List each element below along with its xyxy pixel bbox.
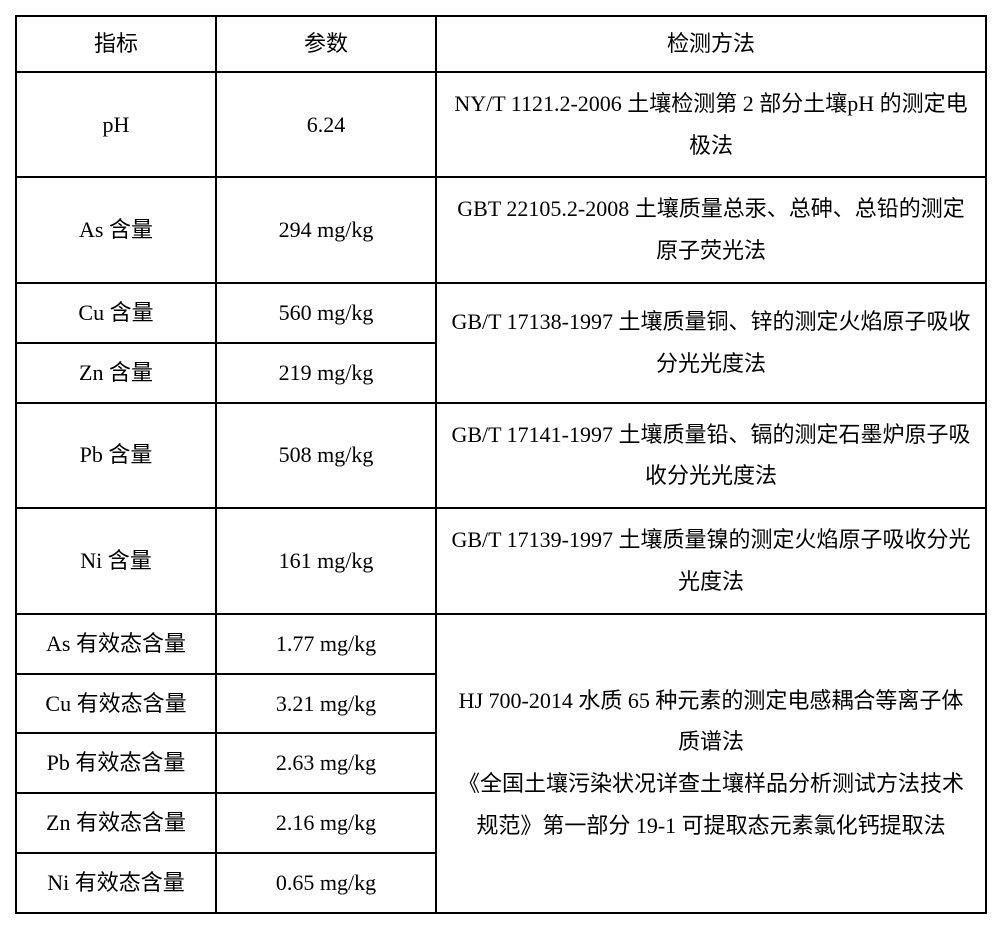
- cell-indicator: Cu 含量: [16, 283, 216, 343]
- cell-method: NY/T 1121.2-2006 土壤检测第 2 部分土壤pH 的测定电极法: [436, 72, 986, 178]
- cell-method: GB/T 17138-1997 土壤质量铜、锌的测定火焰原子吸收分光光度法: [436, 283, 986, 403]
- cell-indicator: Ni 含量: [16, 508, 216, 614]
- header-param: 参数: [216, 16, 436, 72]
- cell-param: 219 mg/kg: [216, 343, 436, 403]
- cell-param: 508 mg/kg: [216, 403, 436, 509]
- header-indicator: 指标: [16, 16, 216, 72]
- table-row: Cu 含量 560 mg/kg GB/T 17138-1997 土壤质量铜、锌的…: [16, 283, 986, 343]
- cell-indicator: As 有效态含量: [16, 614, 216, 674]
- table-header-row: 指标 参数 检测方法: [16, 16, 986, 72]
- table-row: Pb 含量 508 mg/kg GB/T 17141-1997 土壤质量铅、镉的…: [16, 403, 986, 509]
- soil-test-table: 指标 参数 检测方法 pH 6.24 NY/T 1121.2-2006 土壤检测…: [15, 15, 987, 914]
- table-row: Ni 含量 161 mg/kg GB/T 17139-1997 土壤质量镍的测定…: [16, 508, 986, 614]
- cell-indicator: Pb 含量: [16, 403, 216, 509]
- cell-param: 2.63 mg/kg: [216, 733, 436, 793]
- cell-method: GBT 22105.2-2008 土壤质量总汞、总砷、总铅的测定原子荧光法: [436, 177, 986, 283]
- cell-indicator: Ni 有效态含量: [16, 853, 216, 913]
- cell-indicator: Pb 有效态含量: [16, 733, 216, 793]
- cell-method: GB/T 17141-1997 土壤质量铅、镉的测定石墨炉原子吸收分光光度法: [436, 403, 986, 509]
- cell-param: 6.24: [216, 72, 436, 178]
- cell-param: 1.77 mg/kg: [216, 614, 436, 674]
- cell-indicator: Cu 有效态含量: [16, 674, 216, 734]
- table-row: As 有效态含量 1.77 mg/kg HJ 700-2014 水质 65 种元…: [16, 614, 986, 674]
- cell-indicator: Zn 有效态含量: [16, 793, 216, 853]
- cell-method: HJ 700-2014 水质 65 种元素的测定电感耦合等离子体质谱法 《全国土…: [436, 614, 986, 913]
- cell-method: GB/T 17139-1997 土壤质量镍的测定火焰原子吸收分光光度法: [436, 508, 986, 614]
- table-row: As 含量 294 mg/kg GBT 22105.2-2008 土壤质量总汞、…: [16, 177, 986, 283]
- cell-param: 2.16 mg/kg: [216, 793, 436, 853]
- cell-indicator: As 含量: [16, 177, 216, 283]
- cell-param: 560 mg/kg: [216, 283, 436, 343]
- cell-param: 161 mg/kg: [216, 508, 436, 614]
- table-row: pH 6.24 NY/T 1121.2-2006 土壤检测第 2 部分土壤pH …: [16, 72, 986, 178]
- header-method: 检测方法: [436, 16, 986, 72]
- cell-indicator: pH: [16, 72, 216, 178]
- cell-param: 3.21 mg/kg: [216, 674, 436, 734]
- cell-param: 294 mg/kg: [216, 177, 436, 283]
- cell-indicator: Zn 含量: [16, 343, 216, 403]
- cell-param: 0.65 mg/kg: [216, 853, 436, 913]
